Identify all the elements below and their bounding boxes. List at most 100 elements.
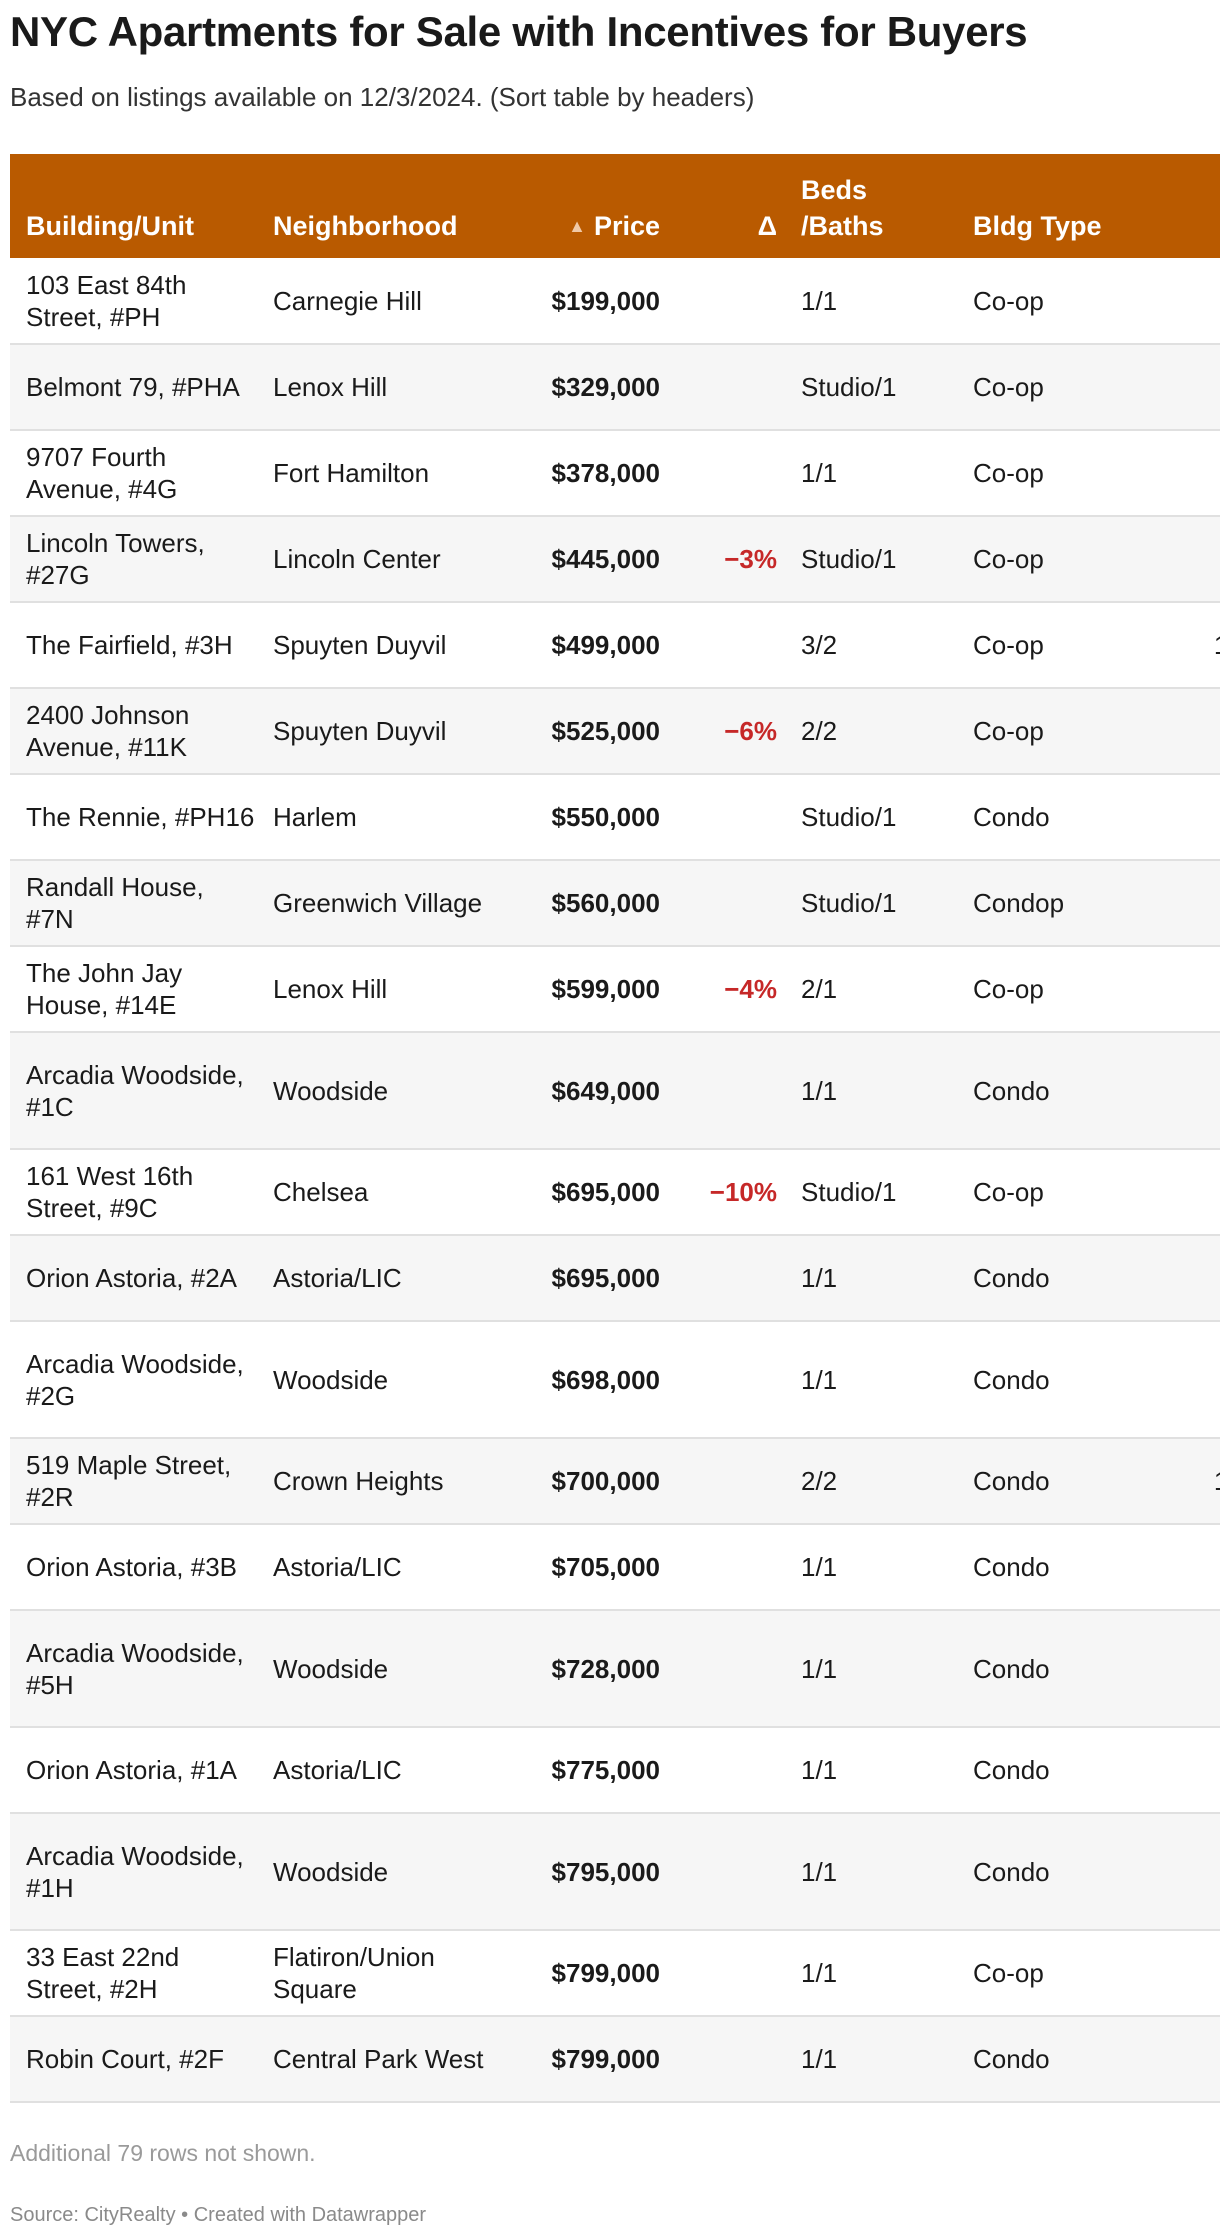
table-row: 33 East 22nd Street, #2H Flatiron/Union S…	[10, 1930, 1220, 2016]
cell-delta: −10%	[709, 1177, 777, 1207]
cell-bldg-type: Condo	[973, 1466, 1050, 1496]
header-building[interactable]: Building/Unit	[26, 211, 194, 241]
cell-bldg-type: Co-op	[973, 372, 1044, 402]
cell-building: 2400 Johnson Avenue, #11K	[26, 700, 190, 762]
cell-bldg-type: Co-op	[973, 285, 1044, 316]
header-neighborhood[interactable]: Neighborhood	[273, 211, 458, 241]
cell-price: $525,000	[551, 716, 660, 746]
cell-neighborhood: Woodside	[273, 1653, 389, 1684]
cell-sqft	[1117, 1930, 1220, 2016]
cell-sqft	[1117, 946, 1220, 1032]
cell-delta	[660, 430, 785, 516]
cell-bldg-type: Condo	[973, 1263, 1050, 1293]
table-row: 9707 Fourth Avenue, #4G Fort Hamilton $378…	[10, 430, 1220, 516]
triangle-up-icon: ▲	[568, 216, 586, 236]
header-beds-baths[interactable]: Beds /Baths	[785, 154, 957, 258]
cell-building: Orion Astoria, #3B	[26, 1552, 237, 1582]
cell-beds-baths: 2/1	[801, 974, 838, 1004]
cell-neighborhood: Woodside	[273, 1364, 389, 1395]
cell-neighborhood: Central Park West	[273, 2044, 484, 2074]
cell-sqft	[1117, 344, 1220, 430]
cell-delta	[660, 258, 785, 344]
cell-beds-baths: Studio/1	[801, 1177, 897, 1207]
table-row: The Rennie, #PH16 Harlem $550,000 Studio/1 C…	[10, 774, 1220, 860]
cell-neighborhood: Flatiron/Union Square	[273, 1942, 435, 2004]
cell-neighborhood: Carnegie Hill	[273, 285, 422, 316]
cell-bldg-type: Condo	[973, 2044, 1050, 2074]
cell-delta	[660, 1524, 785, 1610]
cell-sqft	[1117, 688, 1220, 774]
cell-sqft: 6	[1117, 1321, 1220, 1438]
table-row: 103 East 84th Street, #PH Carnegie Hill $1…	[10, 258, 1220, 344]
cell-bldg-type: Condo	[973, 1653, 1050, 1684]
cell-beds-baths: 1/1	[801, 1755, 838, 1785]
cell-neighborhood: Crown Heights	[273, 1466, 444, 1496]
cell-delta	[660, 1727, 785, 1813]
cell-sqft: 9	[1117, 430, 1220, 516]
cell-sqft	[1117, 2016, 1220, 2102]
cell-beds-baths: 1/1	[801, 2044, 838, 2074]
table-row: 519 Maple Street, #2R Crown Heights $700,0…	[10, 1438, 1220, 1524]
cell-beds-baths: 1/1	[801, 1552, 838, 1582]
cell-bldg-type: Co-op	[973, 1958, 1044, 1988]
cell-building: Arcadia Woodside, #2G	[26, 1348, 244, 1411]
cell-beds-baths: 1/1	[801, 285, 838, 316]
header-price-label: Price	[593, 211, 660, 241]
cell-bldg-type: Condo	[973, 1364, 1050, 1395]
cell-price: $695,000	[551, 1263, 660, 1293]
header-delta[interactable]: Δ	[757, 211, 777, 241]
header-bldg-type[interactable]: Bldg Type	[973, 211, 1102, 241]
cell-neighborhood: Lenox Hill	[273, 372, 388, 402]
rows-not-shown-note: Additional 79 rows not shown.	[10, 2140, 316, 2166]
cell-sqft	[1117, 860, 1220, 946]
cell-delta	[660, 1235, 785, 1321]
cell-neighborhood: Astoria/LIC	[273, 1755, 402, 1785]
cell-beds-baths: 1/1	[801, 1364, 838, 1395]
cell-bldg-type: Condo	[973, 1552, 1050, 1582]
cell-neighborhood: Astoria/LIC	[273, 1263, 402, 1293]
cell-sqft: 6	[1117, 1813, 1220, 1930]
cell-building: The Fairfield, #3H	[26, 630, 233, 660]
cell-neighborhood: Greenwich Village	[273, 888, 483, 918]
cell-beds-baths: 1/1	[801, 1653, 838, 1684]
cell-building: The John Jay House, #14E	[26, 958, 183, 1020]
cell-price: $795,000	[551, 1856, 660, 1887]
cell-sqft: 1,1	[1117, 1438, 1220, 1524]
cell-bldg-type: Condop	[973, 888, 1065, 918]
cell-price: $649,000	[551, 1075, 660, 1106]
cell-bldg-type: Condo	[973, 1856, 1050, 1887]
cell-bldg-type: Co-op	[973, 630, 1044, 660]
table-container[interactable]: Building/Unit Neighborhood ▲ Price Δ Beds…	[10, 154, 1220, 2103]
cell-delta	[660, 1438, 785, 1524]
page-subtitle: Based on listings available on 12/3/2024…	[10, 82, 755, 112]
table-row: 2400 Johnson Avenue, #11K Spuyten Duyvil $…	[10, 688, 1220, 774]
header-price[interactable]: ▲ Price	[520, 154, 660, 258]
cell-sqft: 5	[1117, 1235, 1220, 1321]
cell-sqft	[1117, 516, 1220, 602]
table-row: Belmont 79, #PHA Lenox Hill $329,000 Studio…	[10, 344, 1220, 430]
cell-sqft	[1117, 258, 1220, 344]
cell-building: 9707 Fourth Avenue, #4G	[26, 442, 178, 504]
cell-bldg-type: Co-op	[973, 1177, 1044, 1207]
cell-delta	[660, 1610, 785, 1727]
cell-sqft: 5	[1117, 774, 1220, 860]
cell-price: $775,000	[551, 1755, 660, 1785]
cell-price: $560,000	[551, 888, 660, 918]
cell-sqft: 5	[1117, 1610, 1220, 1727]
cell-bldg-type: Co-op	[973, 716, 1044, 746]
cell-neighborhood: Fort Hamilton	[273, 458, 430, 488]
cell-sqft	[1117, 1149, 1220, 1235]
cell-delta	[660, 2016, 785, 2102]
cell-building: Orion Astoria, #2A	[26, 1263, 237, 1293]
table-row: Arcadia Woodside, #5H Woodside $728,000 1/1…	[10, 1610, 1220, 1727]
cell-neighborhood: Woodside	[273, 1075, 389, 1106]
table-row: The John Jay House, #14E Lenox Hill $599,0…	[10, 946, 1220, 1032]
header-sqft[interactable]	[1117, 154, 1220, 258]
table-row: Arcadia Woodside, #1C Woodside $649,000 1/1…	[10, 1032, 1220, 1149]
cell-price: $599,000	[551, 974, 660, 1004]
cell-beds-baths: 1/1	[801, 1263, 838, 1293]
cell-building: Arcadia Woodside, #1H	[26, 1840, 244, 1903]
table-row: Randall House, #7N Greenwich Village $560,…	[10, 860, 1220, 946]
cell-price: $199,000	[551, 285, 660, 316]
cell-sqft: 1,5	[1117, 602, 1220, 688]
